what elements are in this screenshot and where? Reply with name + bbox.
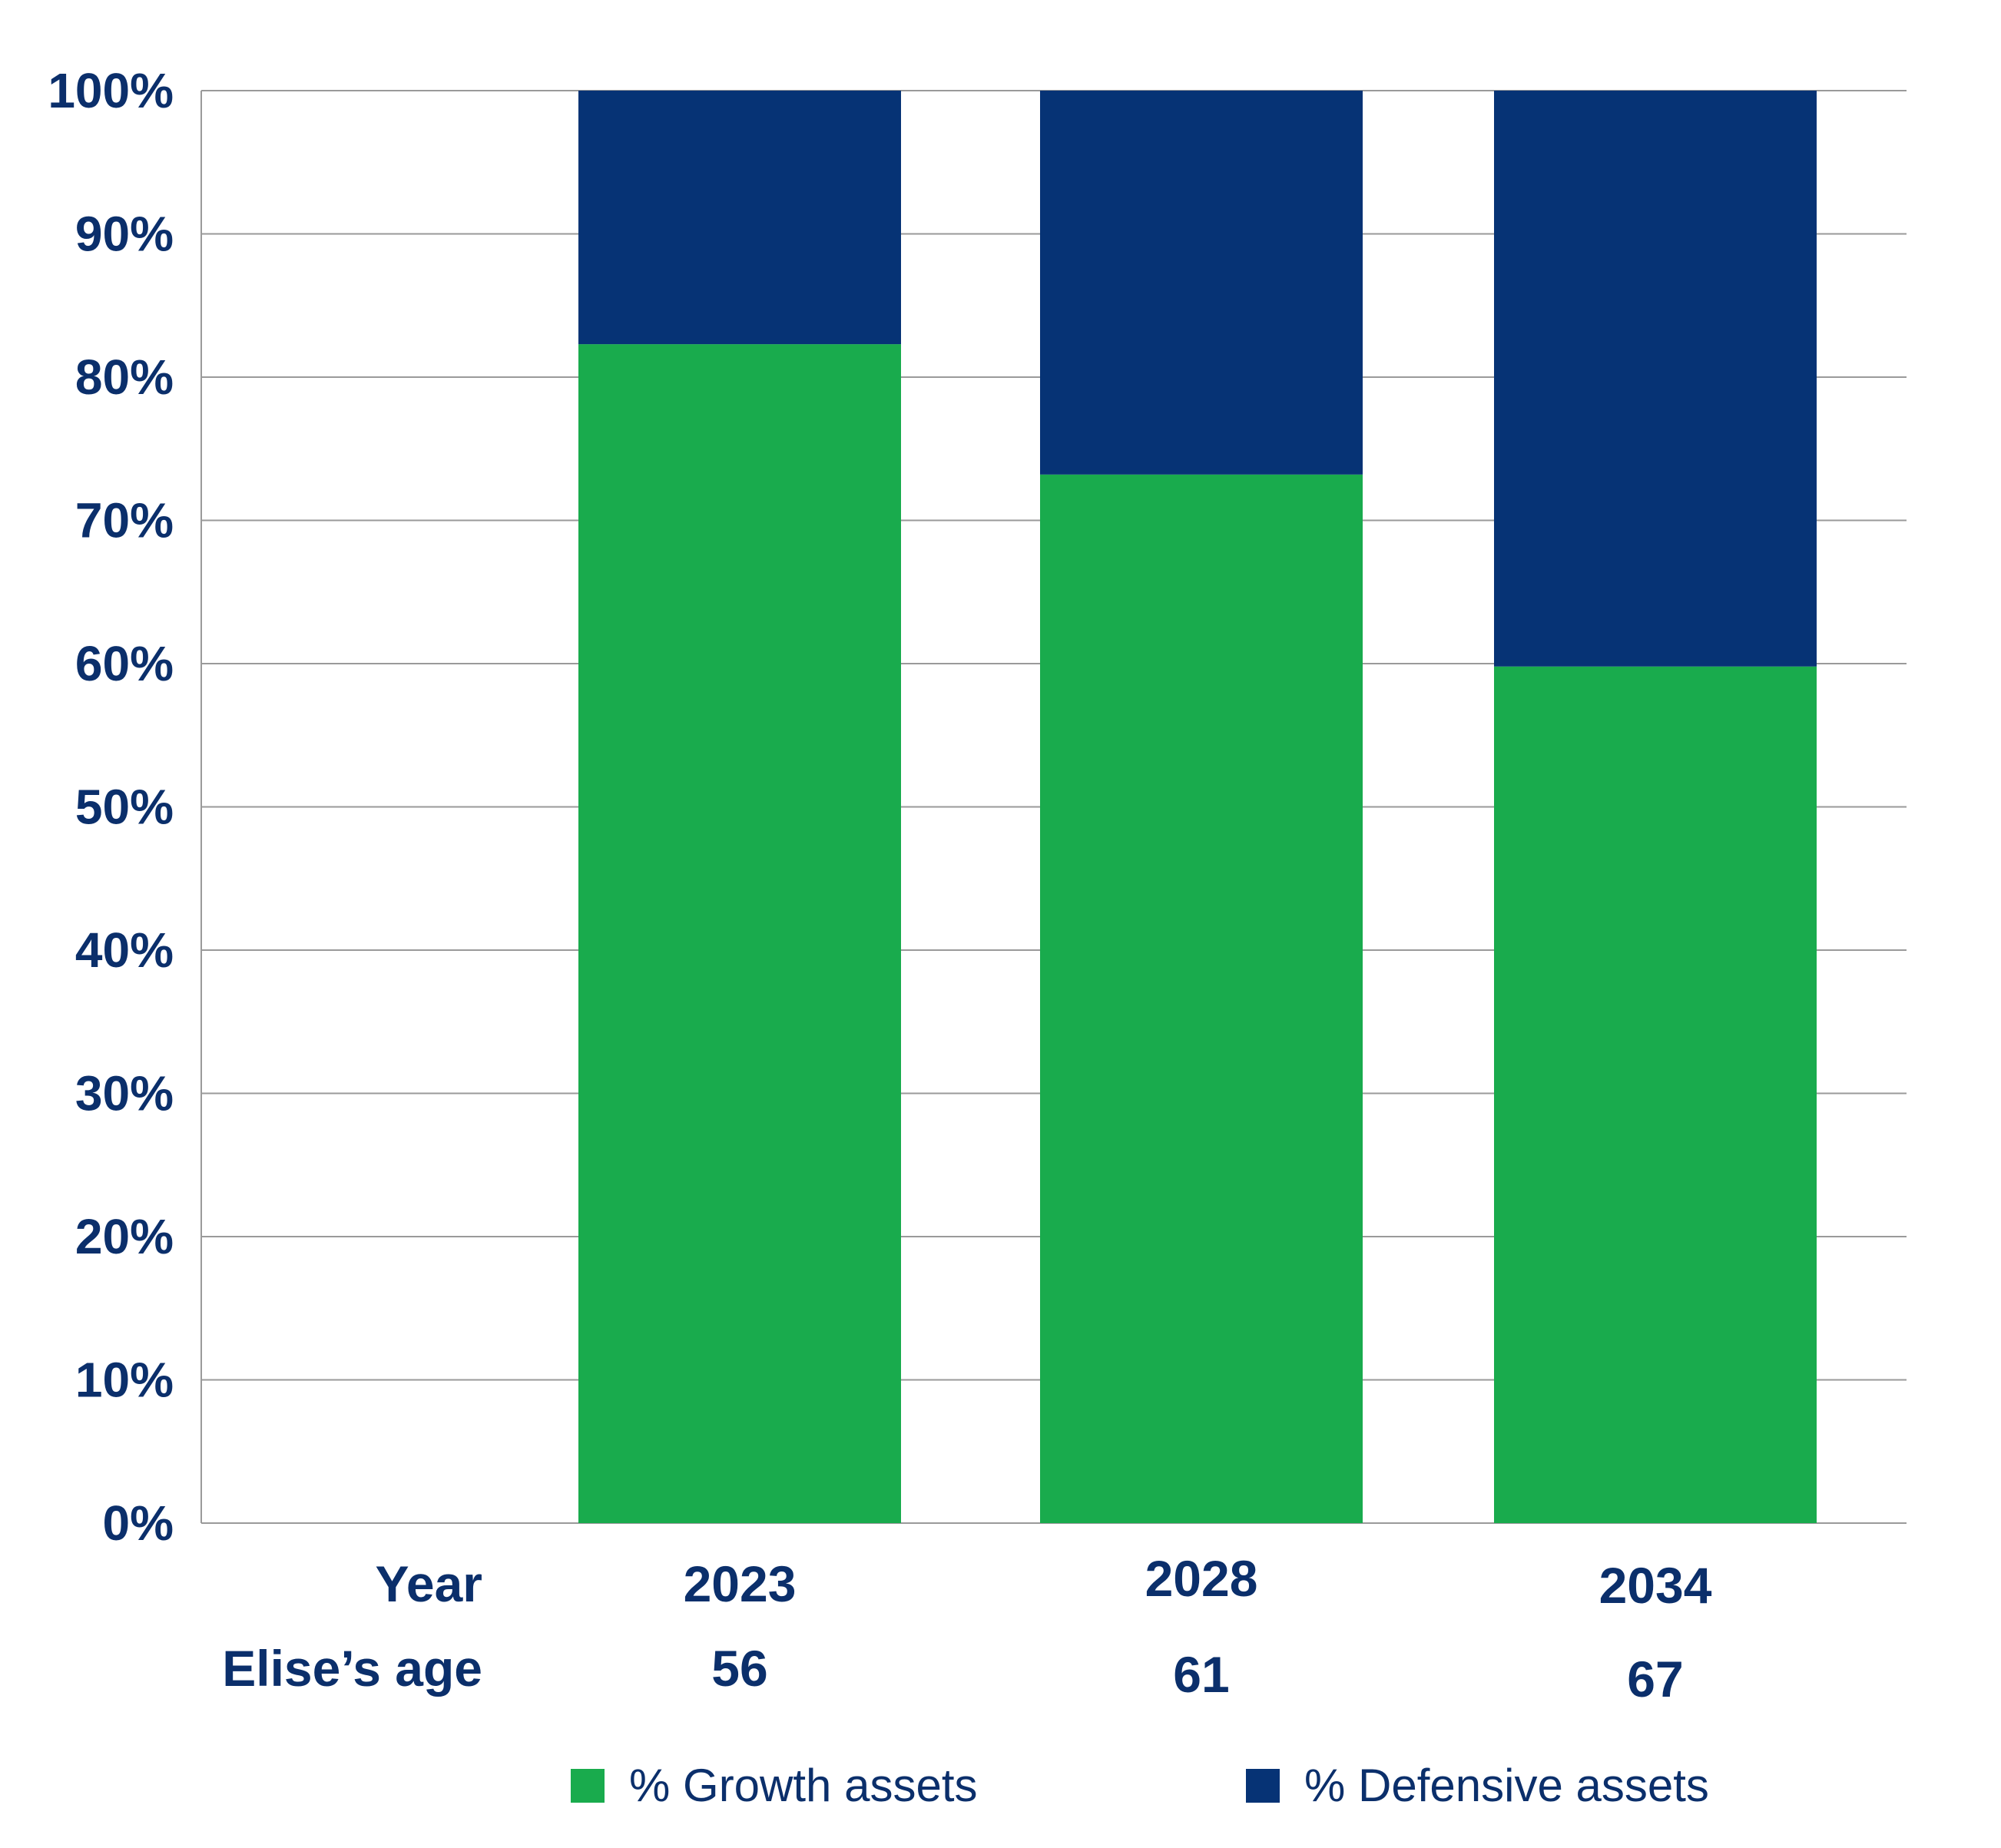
x-tick-label-age: 56	[711, 1640, 767, 1697]
y-tick-label: 80%	[75, 349, 174, 405]
y-tick-label: 90%	[75, 207, 174, 262]
y-axis-ticks: 0% 10% 20% 30% 40% 50% 60% 70% 80% 90% 100%	[48, 63, 174, 1551]
x-tick-label-year: 2034	[1599, 1557, 1712, 1614]
x-axis-labels: Year Elise’s age 2023 56 2028 61 2034 67	[222, 1550, 1711, 1707]
bar-segment-defensive-2034	[1494, 91, 1817, 667]
y-tick-label: 60%	[75, 636, 174, 691]
x-tick-label-year: 2023	[684, 1555, 797, 1612]
bar-segment-growth-2023	[578, 344, 901, 1524]
bars	[578, 91, 1817, 1524]
y-tick-label: 70%	[75, 493, 174, 548]
bar-segment-defensive-2023	[578, 91, 901, 345]
x-tick-label-age: 67	[1627, 1651, 1683, 1707]
y-tick-label: 40%	[75, 922, 174, 978]
y-tick-label: 10%	[75, 1353, 174, 1408]
bar-segment-growth-2028	[1040, 474, 1363, 1523]
y-tick-label: 0%	[103, 1495, 174, 1551]
bar-segment-defensive-2028	[1040, 91, 1363, 475]
y-tick-label: 30%	[75, 1066, 174, 1121]
legend: % Growth assets % Defensive assets	[571, 1760, 1709, 1811]
y-tick-label: 100%	[48, 63, 174, 118]
legend-label: % Defensive assets	[1304, 1760, 1709, 1811]
bar-segment-growth-2034	[1494, 666, 1817, 1523]
row-label-year: Year	[376, 1555, 482, 1612]
legend-swatch	[571, 1769, 605, 1803]
y-tick-label: 20%	[75, 1209, 174, 1264]
legend-swatch	[1246, 1769, 1280, 1803]
row-label-age: Elise’s age	[222, 1640, 482, 1697]
x-tick-label-age: 61	[1173, 1646, 1229, 1703]
x-tick-label-year: 2028	[1145, 1550, 1258, 1607]
legend-label: % Growth assets	[629, 1760, 978, 1811]
y-tick-label: 50%	[75, 780, 174, 835]
